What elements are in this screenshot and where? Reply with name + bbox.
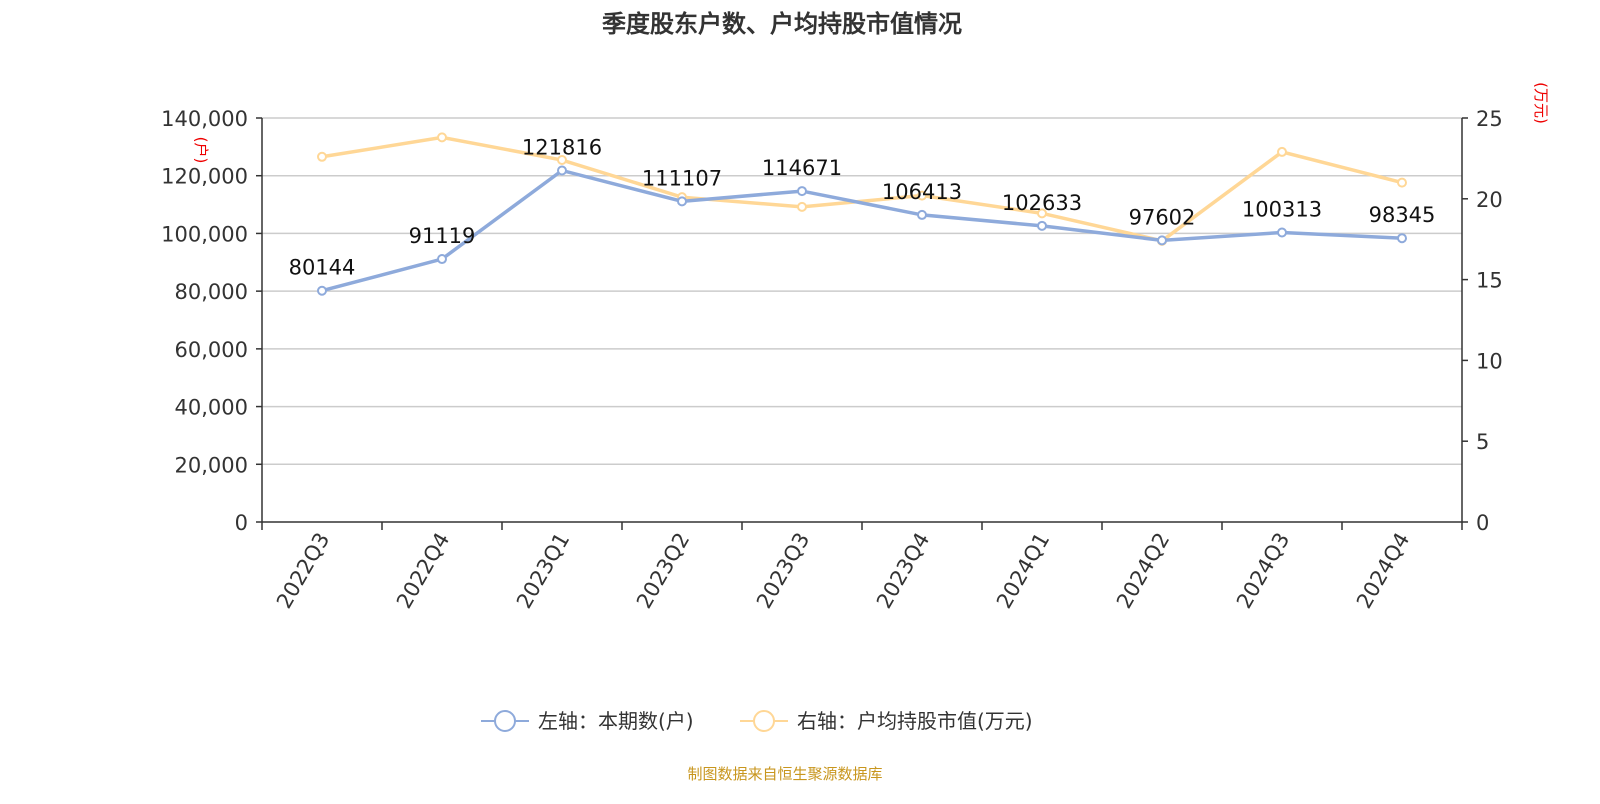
left-tick-label: 140,000 bbox=[161, 107, 248, 131]
left-tick-label: 120,000 bbox=[161, 165, 248, 189]
legend-item-right[interactable]: 右轴：户均持股市值(万元) bbox=[740, 709, 1033, 733]
data-point-right[interactable] bbox=[1397, 177, 1407, 188]
legend-marker-icon bbox=[753, 710, 775, 732]
data-point-left[interactable] bbox=[1397, 233, 1407, 244]
x-tick-label: 2022Q4 bbox=[392, 529, 454, 613]
data-point-left[interactable] bbox=[1037, 220, 1047, 231]
data-label: 97602 bbox=[1129, 205, 1196, 229]
data-point-right[interactable] bbox=[437, 132, 447, 143]
data-label: 91119 bbox=[409, 224, 476, 248]
data-point-right[interactable] bbox=[1037, 208, 1047, 219]
data-point-left[interactable] bbox=[797, 186, 807, 197]
data-point-right[interactable] bbox=[1277, 146, 1287, 157]
left-axis-unit: (户) bbox=[192, 137, 210, 164]
data-point-left[interactable] bbox=[1157, 235, 1167, 246]
left-tick-label: 60,000 bbox=[175, 338, 248, 362]
legend-label-right: 右轴：户均持股市值(万元) bbox=[797, 709, 1033, 733]
data-point-left[interactable] bbox=[917, 209, 927, 220]
data-point-right[interactable] bbox=[317, 151, 327, 162]
right-tick-label: 10 bbox=[1476, 349, 1503, 373]
right-tick-label: 15 bbox=[1476, 269, 1503, 293]
x-tick-label: 2023Q1 bbox=[512, 529, 574, 613]
data-label: 98345 bbox=[1369, 203, 1436, 227]
left-tick-label: 40,000 bbox=[175, 396, 248, 420]
series-line-right bbox=[321, 135, 1403, 243]
x-tick-label: 2024Q4 bbox=[1352, 529, 1414, 613]
data-label: 114671 bbox=[762, 156, 842, 180]
x-tick-label: 2023Q2 bbox=[632, 529, 694, 613]
legend-item-left[interactable]: 左轴：本期数(户) bbox=[481, 709, 694, 733]
data-label: 121816 bbox=[522, 135, 602, 159]
right-tick-label: 25 bbox=[1476, 107, 1503, 131]
data-point-right[interactable] bbox=[557, 155, 567, 166]
left-tick-label: 100,000 bbox=[161, 222, 248, 246]
right-axis-unit: (万元) bbox=[1532, 82, 1550, 124]
data-point-left[interactable] bbox=[557, 165, 567, 176]
x-tick-label: 2024Q2 bbox=[1112, 529, 1174, 613]
chart-title: 季度股东户数、户均持股市值情况 bbox=[602, 10, 962, 38]
right-tick-label: 20 bbox=[1476, 188, 1503, 212]
data-point-left[interactable] bbox=[437, 254, 447, 265]
right-tick-label: 0 bbox=[1476, 511, 1489, 535]
x-tick-label: 2023Q4 bbox=[872, 529, 934, 613]
data-label: 106413 bbox=[882, 180, 962, 204]
data-label: 80144 bbox=[289, 256, 356, 280]
data-point-left[interactable] bbox=[677, 196, 687, 207]
data-label: 100313 bbox=[1242, 198, 1322, 222]
data-point-left[interactable] bbox=[317, 285, 327, 296]
x-tick-label: 2022Q3 bbox=[272, 529, 334, 613]
right-tick-label: 5 bbox=[1476, 430, 1489, 454]
legend: 左轴：本期数(户) 右轴：户均持股市值(万元) bbox=[481, 709, 1033, 733]
data-label: 102633 bbox=[1002, 191, 1082, 215]
left-tick-label: 80,000 bbox=[175, 280, 248, 304]
x-tick-label: 2024Q1 bbox=[992, 529, 1054, 613]
x-tick-label: 2023Q3 bbox=[752, 529, 814, 613]
data-point-left[interactable] bbox=[1277, 227, 1287, 238]
legend-marker-icon bbox=[494, 710, 516, 732]
x-tick-label: 2024Q3 bbox=[1232, 529, 1294, 613]
data-point-right[interactable] bbox=[917, 190, 927, 201]
source-note: 制图数据来自恒生聚源数据库 bbox=[687, 765, 882, 783]
data-point-right[interactable] bbox=[797, 201, 807, 212]
data-label: 111107 bbox=[642, 166, 722, 190]
left-tick-label: 0 bbox=[235, 511, 248, 535]
legend-label-left: 左轴：本期数(户) bbox=[538, 709, 694, 733]
left-tick-label: 20,000 bbox=[175, 453, 248, 477]
series-line-left bbox=[321, 168, 1403, 293]
